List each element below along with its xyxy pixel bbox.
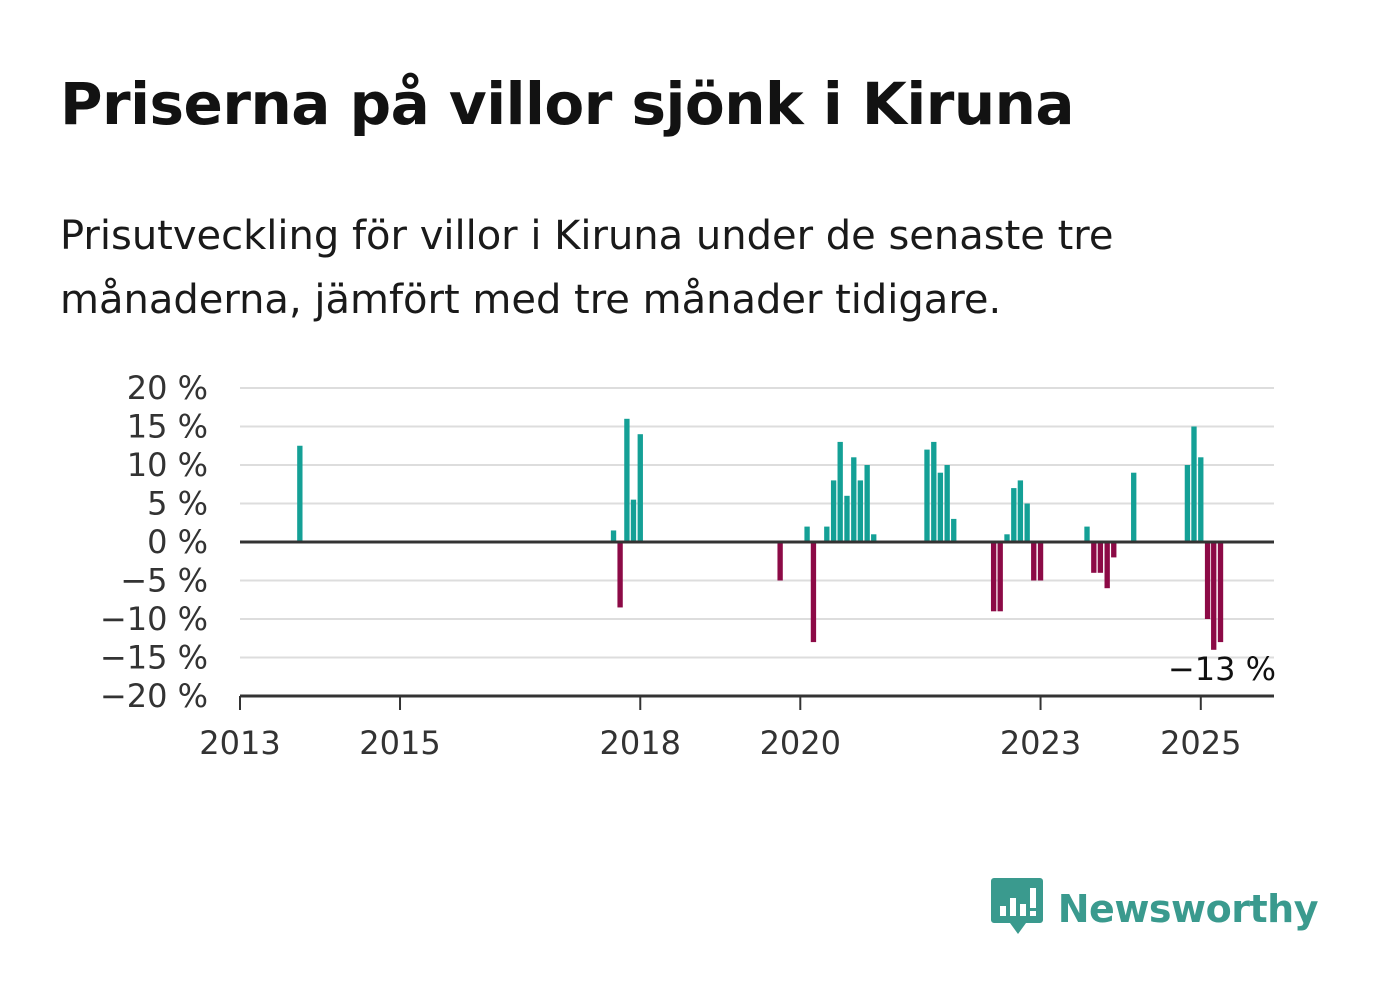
x-tick-label: 2018	[600, 724, 681, 762]
y-tick-label: 20 %	[127, 369, 208, 407]
bar	[610, 530, 617, 542]
bar	[851, 457, 857, 542]
bar	[857, 480, 864, 542]
bars	[297, 418, 1224, 650]
axes	[239, 540, 1274, 710]
bar	[1131, 472, 1137, 542]
bar	[804, 526, 810, 542]
bar	[637, 434, 643, 542]
bar	[1217, 542, 1224, 643]
chart-subtitle: Prisutveckling för villor i Kiruna under…	[60, 213, 1114, 323]
bar	[997, 542, 1003, 612]
bar	[1204, 542, 1211, 619]
y-tick-labels: 20 %15 %10 %5 %0 %−5 %−10 %−15 %−20 %	[100, 369, 208, 715]
bar	[937, 472, 944, 542]
x-tick-label: 2015	[359, 724, 440, 762]
bar	[951, 518, 957, 542]
bar	[924, 449, 930, 542]
bar	[1084, 526, 1090, 542]
bar	[844, 495, 850, 542]
brand-name: Newsworthy	[1057, 887, 1319, 931]
bar	[624, 418, 630, 542]
bar	[630, 499, 637, 542]
bar	[931, 441, 937, 542]
bar	[1104, 542, 1110, 589]
y-tick-label: 5 %	[147, 485, 208, 523]
bar	[777, 542, 783, 581]
x-tick-label: 2023	[1000, 724, 1081, 762]
bar	[1111, 542, 1117, 558]
bar	[1198, 457, 1204, 542]
bar	[1024, 503, 1030, 542]
bar-chart: 20 %15 %10 %5 %0 %−5 %−10 %−15 %−20 % 20…	[100, 369, 1276, 762]
bar	[810, 542, 817, 643]
bar	[1004, 534, 1010, 542]
bar	[1211, 542, 1217, 650]
chart-title: Priserna på villor sjönk i Kiruna	[60, 70, 1075, 138]
bar	[871, 534, 877, 542]
x-tick-label: 2013	[199, 724, 280, 762]
bar	[297, 445, 303, 542]
bar	[830, 480, 837, 542]
x-tick-label: 2020	[760, 724, 841, 762]
y-tick-label: −15 %	[100, 639, 208, 677]
y-tick-label: 15 %	[127, 408, 208, 446]
x-tick-label: 2025	[1160, 724, 1241, 762]
y-tick-label: −10 %	[100, 600, 208, 638]
bar	[944, 465, 950, 542]
bar	[1031, 542, 1037, 581]
bar	[1017, 480, 1024, 542]
newsworthy-logo: Newsworthy	[990, 876, 1319, 942]
gridlines	[240, 387, 1274, 659]
bar	[1184, 465, 1191, 542]
bar	[617, 542, 623, 608]
bar	[1091, 542, 1097, 573]
bar	[864, 465, 870, 542]
y-tick-label: −5 %	[120, 562, 208, 600]
last-value-annotation: −13 %	[1168, 650, 1276, 688]
x-tick-labels: 2013 2015 2018 2020 2023 2025	[199, 724, 1241, 762]
y-tick-label: 0 %	[147, 523, 208, 561]
bar	[1037, 542, 1044, 581]
bar	[837, 441, 843, 542]
newsworthy-logo-icon	[990, 876, 1044, 942]
y-tick-label: 10 %	[127, 446, 208, 484]
y-tick-label: −20 %	[100, 677, 208, 715]
bar	[1191, 426, 1197, 542]
bar	[990, 542, 997, 612]
bar	[1011, 488, 1017, 542]
bar	[824, 526, 830, 542]
bar	[1097, 542, 1104, 573]
